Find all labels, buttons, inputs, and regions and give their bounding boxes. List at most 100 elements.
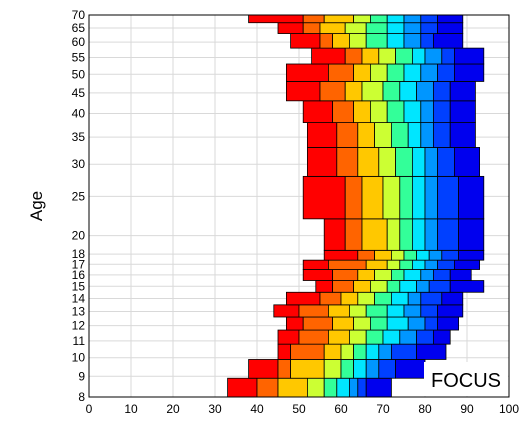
heatmap-cell bbox=[386, 304, 405, 318]
heatmap-cell bbox=[441, 249, 459, 261]
heatmap-cell bbox=[437, 147, 455, 177]
heatmap-cell bbox=[361, 81, 384, 102]
x-tick-label: 60 bbox=[334, 402, 348, 416]
heatmap-cell bbox=[227, 377, 258, 398]
heatmap-cell bbox=[357, 147, 380, 177]
heatmap-cell bbox=[386, 22, 405, 34]
heatmap-cell bbox=[290, 33, 321, 49]
heatmap-cell bbox=[290, 343, 325, 360]
heatmap-cell bbox=[403, 33, 422, 49]
heatmap-cell bbox=[382, 81, 401, 102]
heatmap-cell bbox=[319, 81, 346, 102]
heatmap-cell bbox=[437, 259, 455, 270]
heatmap-cell bbox=[458, 249, 485, 261]
heatmap-cell bbox=[277, 359, 292, 379]
x-tick-label: 40 bbox=[250, 402, 264, 416]
heatmap-cell bbox=[420, 22, 438, 34]
heatmap-cell bbox=[327, 304, 350, 318]
heatmap-cell bbox=[386, 280, 401, 293]
y-tick-label: 18 bbox=[72, 247, 86, 261]
heatmap-cell bbox=[382, 175, 401, 220]
heatmap-cell bbox=[361, 175, 384, 220]
heatmap-cell bbox=[302, 175, 346, 220]
heatmap-cell bbox=[399, 329, 417, 345]
heatmap-cell bbox=[332, 33, 350, 49]
heatmap-cell bbox=[348, 33, 367, 49]
heatmap-cell bbox=[285, 81, 321, 102]
heatmap-cell bbox=[424, 175, 438, 220]
heatmap-cell bbox=[273, 304, 300, 318]
heatmap-cell bbox=[327, 259, 367, 270]
heatmap-cell bbox=[424, 218, 438, 251]
heatmap-cell bbox=[277, 329, 300, 345]
heatmap-cell bbox=[432, 81, 451, 102]
heatmap-cell bbox=[298, 304, 329, 318]
heatmap-cell bbox=[407, 122, 422, 148]
heatmap-cell bbox=[411, 218, 426, 251]
heatmap-cell bbox=[403, 14, 422, 24]
heatmap-cell bbox=[302, 316, 334, 331]
heatmap-cell bbox=[386, 63, 405, 82]
x-tick-label: 80 bbox=[418, 402, 432, 416]
heatmap-cell bbox=[332, 316, 355, 331]
heatmap-cell bbox=[399, 259, 413, 270]
x-tick-label: 100 bbox=[499, 402, 519, 416]
heatmap-cell bbox=[374, 122, 392, 148]
heatmap-cell bbox=[407, 291, 422, 306]
heatmap-cell bbox=[416, 249, 430, 261]
heatmap-cell bbox=[306, 147, 338, 177]
x-tick-label: 20 bbox=[166, 402, 180, 416]
heatmap-cell bbox=[411, 175, 426, 220]
y-tick-label: 11 bbox=[73, 334, 86, 348]
y-tick-label: 45 bbox=[72, 86, 86, 100]
heatmap-cell bbox=[432, 100, 451, 123]
heatmap-cell bbox=[390, 343, 417, 360]
heatmap-cell bbox=[340, 359, 355, 379]
heatmap-cell bbox=[332, 269, 359, 281]
heatmap-cell bbox=[361, 218, 388, 251]
heatmap-cell bbox=[432, 122, 451, 148]
heatmap-cell bbox=[323, 14, 355, 24]
heatmap-cell bbox=[311, 47, 346, 65]
heatmap-cell bbox=[378, 147, 396, 177]
heatmap-cell bbox=[344, 218, 363, 251]
heatmap-cell bbox=[365, 329, 384, 345]
heatmap-cell bbox=[319, 291, 342, 306]
heatmap-cell bbox=[399, 280, 417, 293]
heatmap-cell bbox=[399, 81, 417, 102]
heatmap-cell bbox=[277, 22, 304, 34]
heatmap-cell bbox=[420, 14, 438, 24]
heatmap-cell bbox=[432, 329, 451, 345]
heatmap-cell bbox=[248, 14, 304, 24]
heatmap-cell bbox=[361, 47, 380, 65]
y-tick-label: 25 bbox=[72, 189, 86, 203]
heatmap-cell bbox=[365, 377, 392, 398]
heatmap-cell bbox=[340, 343, 355, 360]
y-tick-label: 55 bbox=[72, 50, 86, 64]
heatmap-cell bbox=[424, 47, 443, 65]
heatmap-cell bbox=[353, 343, 367, 360]
heatmap-cell bbox=[441, 291, 464, 306]
y-axis-label: Age bbox=[27, 191, 46, 221]
y-tick-label: 65 bbox=[72, 21, 86, 35]
y-tick-label: 14 bbox=[72, 291, 86, 305]
heatmap-cell bbox=[458, 175, 485, 220]
heatmap-cell bbox=[386, 14, 405, 24]
heatmap-cell bbox=[374, 291, 392, 306]
heatmap-cell bbox=[365, 33, 388, 49]
heatmap-cell bbox=[424, 147, 438, 177]
annotation-background bbox=[424, 362, 508, 396]
heatmap-cell bbox=[420, 269, 434, 281]
heatmap-cell bbox=[327, 329, 350, 345]
heatmap-cell bbox=[285, 316, 304, 331]
heatmap-cell bbox=[453, 147, 480, 177]
heatmap-cell bbox=[441, 47, 455, 65]
x-tick-label: 30 bbox=[208, 402, 222, 416]
heatmap-cell bbox=[437, 22, 464, 34]
heatmap-cell bbox=[416, 81, 434, 102]
heatmap-cell bbox=[420, 122, 434, 148]
heatmap-cell bbox=[344, 175, 363, 220]
heatmap-cell bbox=[344, 47, 363, 65]
y-tick-label: 17 bbox=[72, 257, 86, 271]
